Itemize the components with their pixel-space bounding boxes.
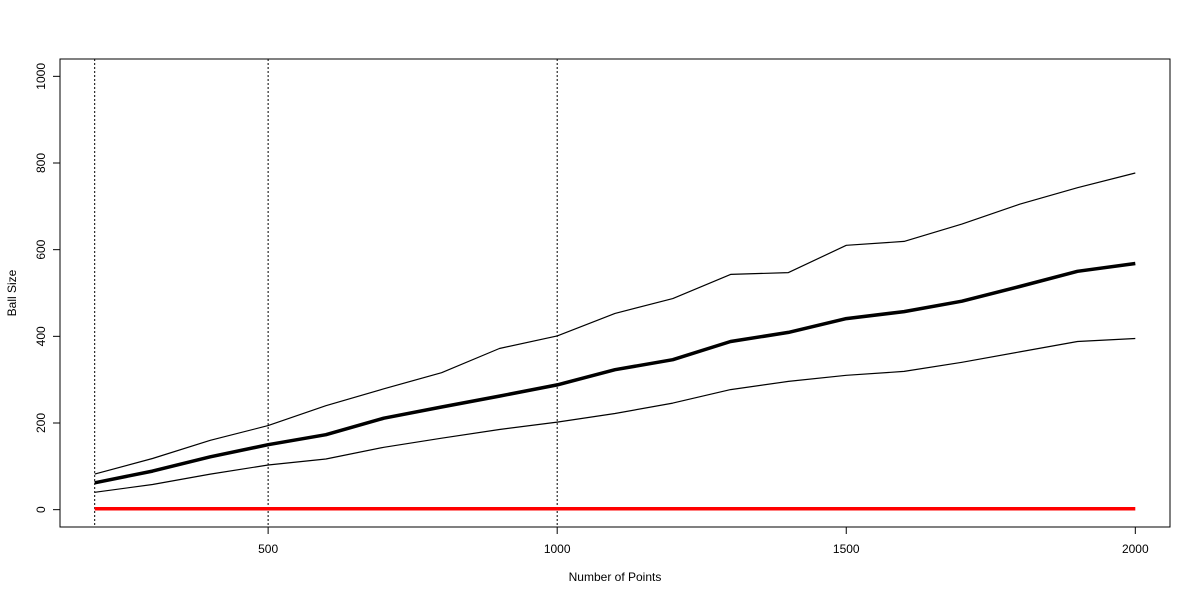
y-tick-label-0: 0 bbox=[34, 506, 48, 513]
series-line-0 bbox=[94, 172, 1136, 475]
y-tick-label-200: 200 bbox=[34, 413, 48, 433]
y-tick-label-600: 600 bbox=[34, 239, 48, 259]
series-line-1 bbox=[94, 261, 1136, 485]
x-tick-label-500: 500 bbox=[258, 542, 278, 556]
plot-layer bbox=[94, 59, 1136, 527]
y-tick-label-1000: 1000 bbox=[34, 63, 48, 90]
y-tick-label-400: 400 bbox=[34, 326, 48, 346]
x-tick-label-1500: 1500 bbox=[833, 542, 860, 556]
y-axis-title: Ball Size bbox=[5, 269, 19, 316]
x-tick-label-1000: 1000 bbox=[544, 542, 571, 556]
x-tick-label-2000: 2000 bbox=[1122, 542, 1149, 556]
y-tick-label-800: 800 bbox=[34, 153, 48, 173]
series-line-2 bbox=[94, 337, 1136, 493]
axis-layer: 500 1000 1500 2000 0 200 400 600 800 1000 bbox=[34, 63, 1149, 556]
x-axis-title: Number of Points bbox=[569, 570, 662, 584]
plot-frame bbox=[59, 58, 1171, 528]
